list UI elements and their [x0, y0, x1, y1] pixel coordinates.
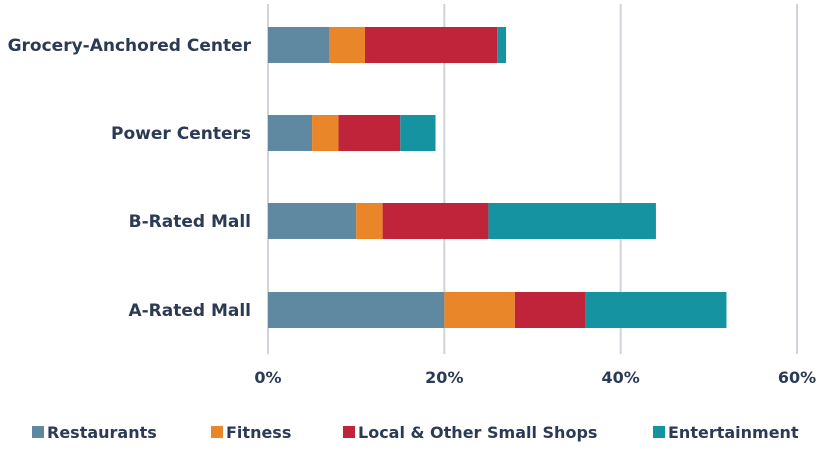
- category-label-1: Power Centers: [111, 124, 251, 144]
- x-tick-label-0: 0%: [254, 368, 281, 387]
- bar-segment-0-0: [268, 27, 330, 63]
- bar-segment-0-1: [329, 27, 365, 63]
- category-label-0: Grocery-Anchored Center: [8, 36, 252, 56]
- legend-label-3: Entertainment: [668, 423, 799, 442]
- bar-segment-3-1: [444, 292, 515, 328]
- legend-swatch-0: [32, 426, 44, 438]
- legend-label-2: Local & Other Small Shops: [358, 423, 597, 442]
- bar-segment-2-3: [488, 203, 656, 239]
- bar-segment-1-2: [338, 115, 401, 151]
- bar-segment-3-3: [585, 292, 727, 328]
- bar-segment-1-1: [312, 115, 339, 151]
- x-axis-tick-labels: 0% 20% 40% 60%: [254, 368, 816, 387]
- category-labels: Grocery-Anchored Center Power Centers B-Ra…: [8, 36, 252, 321]
- category-label-3: A-Rated Mall: [128, 301, 251, 321]
- bar-segment-2-1: [356, 203, 383, 239]
- x-tick-label-1: 20%: [425, 368, 463, 387]
- bar-segment-3-2: [514, 292, 586, 328]
- bar-segment-2-2: [382, 203, 489, 239]
- bar-segment-0-3: [497, 27, 507, 63]
- legend: Restaurants Fitness Local & Other Small Sh…: [32, 423, 799, 442]
- legend-label-1: Fitness: [226, 423, 291, 442]
- bar-segment-1-3: [400, 115, 436, 151]
- category-label-2: B-Rated Mall: [129, 212, 251, 232]
- bar-segment-2-0: [268, 203, 357, 239]
- bar-segment-0-2: [364, 27, 498, 63]
- legend-swatch-2: [343, 426, 355, 438]
- x-tick-label-2: 40%: [602, 368, 640, 387]
- x-tick-label-3: 60%: [778, 368, 816, 387]
- bars: [268, 27, 727, 328]
- legend-swatch-3: [653, 426, 665, 438]
- legend-swatch-1: [211, 426, 223, 438]
- bar-segment-3-0: [268, 292, 445, 328]
- legend-label-0: Restaurants: [47, 423, 157, 442]
- bar-segment-1-0: [268, 115, 313, 151]
